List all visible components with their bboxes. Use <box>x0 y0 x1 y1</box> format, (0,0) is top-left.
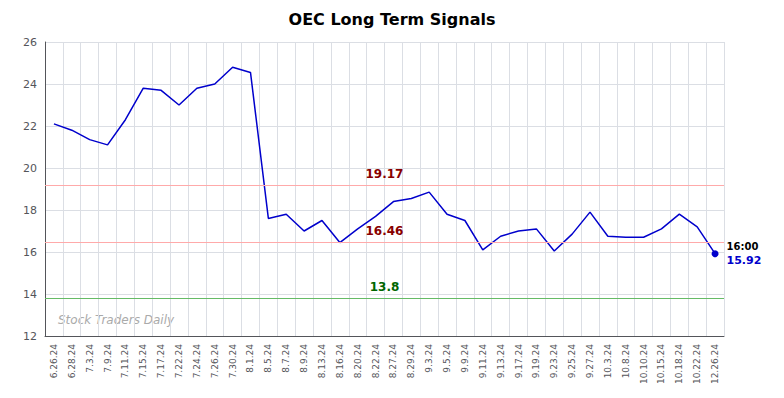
svg-text:6.28.24: 6.28.24 <box>67 344 77 379</box>
svg-text:7.30.24: 7.30.24 <box>228 344 238 379</box>
svg-text:8.29.24: 8.29.24 <box>406 344 416 379</box>
svg-text:7.9.24: 7.9.24 <box>103 344 113 373</box>
svg-text:7.15.24: 7.15.24 <box>138 344 148 379</box>
svg-text:7.26.24: 7.26.24 <box>210 344 220 379</box>
svg-text:10.18.24: 10.18.24 <box>674 344 684 384</box>
svg-text:12: 12 <box>23 330 37 343</box>
svg-text:14: 14 <box>23 288 37 301</box>
svg-text:8.27.24: 8.27.24 <box>388 344 398 379</box>
svg-text:6.26.24: 6.26.24 <box>49 344 59 379</box>
svg-text:9.19.24: 9.19.24 <box>531 344 541 379</box>
svg-text:18: 18 <box>23 204 37 217</box>
svg-text:9.17.24: 9.17.24 <box>514 344 524 379</box>
svg-text:7.11.24: 7.11.24 <box>120 344 130 379</box>
svg-text:20: 20 <box>23 162 37 175</box>
svg-text:15.92: 15.92 <box>727 254 762 267</box>
svg-text:9.5.24: 9.5.24 <box>442 344 452 373</box>
svg-text:16: 16 <box>23 246 37 259</box>
svg-text:9.11.24: 9.11.24 <box>478 344 488 379</box>
svg-text:13.8: 13.8 <box>370 280 400 294</box>
svg-text:19.17: 19.17 <box>366 167 404 181</box>
svg-text:22: 22 <box>23 120 37 133</box>
svg-text:8.22.24: 8.22.24 <box>371 344 381 379</box>
svg-text:7.17.24: 7.17.24 <box>156 344 166 379</box>
svg-text:10.8.24: 10.8.24 <box>621 344 631 379</box>
svg-text:8.1.24: 8.1.24 <box>245 344 255 373</box>
svg-text:9.27.24: 9.27.24 <box>585 344 595 379</box>
svg-text:8.7.24: 8.7.24 <box>281 344 291 373</box>
svg-text:7.22.24: 7.22.24 <box>174 344 184 379</box>
svg-text:12.26.24: 12.26.24 <box>710 344 720 384</box>
svg-text:9.3.24: 9.3.24 <box>424 344 434 373</box>
svg-text:9.23.24: 9.23.24 <box>549 344 559 379</box>
svg-text:26: 26 <box>23 36 37 49</box>
svg-text:7.24.24: 7.24.24 <box>192 344 202 379</box>
svg-text:10.22.24: 10.22.24 <box>692 344 702 384</box>
svg-text:10.15.24: 10.15.24 <box>656 344 666 384</box>
svg-text:24: 24 <box>23 78 37 91</box>
svg-text:8.9.24: 8.9.24 <box>299 344 309 373</box>
svg-text:7.3.24: 7.3.24 <box>85 344 95 373</box>
svg-text:8.20.24: 8.20.24 <box>353 344 363 379</box>
svg-text:16:00: 16:00 <box>727 241 759 252</box>
svg-text:16.46: 16.46 <box>366 224 404 238</box>
svg-text:8.5.24: 8.5.24 <box>263 344 273 373</box>
svg-text:8.13.24: 8.13.24 <box>317 344 327 379</box>
svg-text:9.13.24: 9.13.24 <box>496 344 506 379</box>
svg-text:9.9.24: 9.9.24 <box>460 344 470 373</box>
svg-text:10.10.24: 10.10.24 <box>639 344 649 384</box>
svg-text:8.16.24: 8.16.24 <box>335 344 345 379</box>
svg-text:Stock Traders Daily: Stock Traders Daily <box>58 313 175 327</box>
svg-text:10.3.24: 10.3.24 <box>603 344 613 379</box>
svg-text:OEC Long Term Signals: OEC Long Term Signals <box>289 10 496 29</box>
svg-text:9.25.24: 9.25.24 <box>567 344 577 379</box>
